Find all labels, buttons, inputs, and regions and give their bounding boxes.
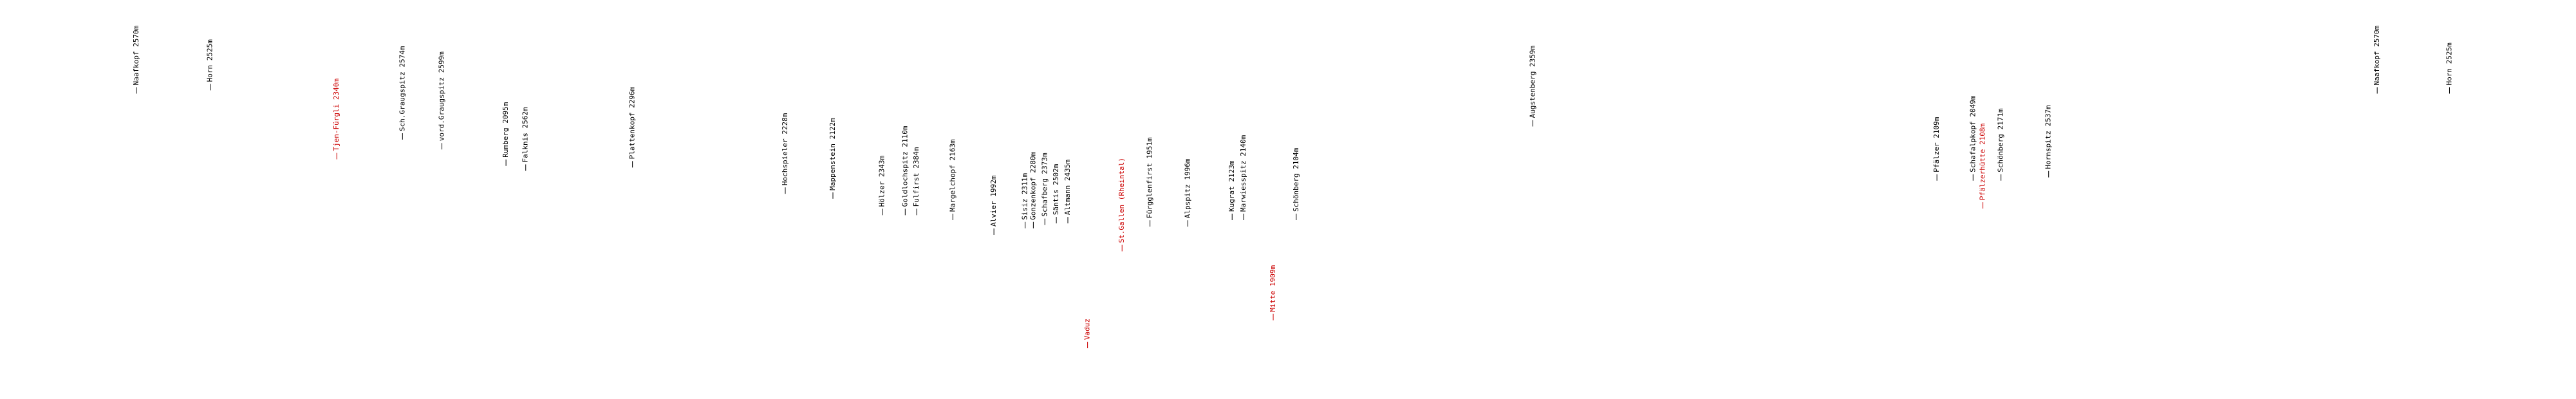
peak-label: Pfälzer 2109m xyxy=(1932,116,1941,172)
peak-label: Hochspieler 2228m xyxy=(781,113,789,185)
peak-label: Sch.Graugspitz 2574m xyxy=(398,46,406,131)
peak-label: Naafkopf 2570m xyxy=(132,25,140,85)
peak-label: Falknis 2562m xyxy=(521,107,530,162)
peak-label: Horn 2525m xyxy=(206,39,214,82)
peak-label: Fürgglenfirst 1951m xyxy=(1146,137,1154,218)
peak-label: Tjen-Fürgli 2340m xyxy=(332,79,341,151)
peak-label: Plattenkopf 2296m xyxy=(628,86,637,159)
peak-label: Schafberg 2373m xyxy=(1040,153,1049,217)
peak-label: Schafalpkopf 2049m xyxy=(1968,95,1977,172)
peak-label: Goldlochspitz 2110m xyxy=(901,125,909,207)
peak-label: Gonzenkopf 2280m xyxy=(1029,151,1037,219)
peak-label: Marwiesspitz 2140m xyxy=(1239,135,1247,212)
peak-label: Vaduz xyxy=(1083,319,1092,340)
peak-label: Hornspitz 2537m xyxy=(2044,105,2053,169)
peak-label: Pfälzerhütte 2108m xyxy=(1979,124,1987,201)
peak-label: Hölzer 2343m xyxy=(878,156,886,207)
peak-label: Mappenstein 2122m xyxy=(828,118,837,190)
peak-label: Alvier 1992m xyxy=(989,175,998,227)
peak-label: Augstenberg 2359m xyxy=(1528,46,1536,118)
peak-label: St.Gallen (Rheintal) xyxy=(1117,158,1126,243)
peak-label: Schönberg 2104m xyxy=(1292,147,1300,212)
peak-label: Sisiz 2311m xyxy=(1021,173,1029,220)
peak-label: Fulfirst 2384m xyxy=(912,147,920,207)
peak-label: Altmann 2435m xyxy=(1063,160,1072,215)
peak-label: Schönberg 2171m xyxy=(1997,108,2005,172)
peak-label: Säntis 2502m xyxy=(1052,163,1060,215)
peak-label: Mitte 1909m xyxy=(1269,264,1277,311)
peak-label: Kugrat 2123m xyxy=(1227,160,1236,212)
peak-label: Alpspitz 1996m xyxy=(1183,158,1191,218)
peak-label: Horn 2525m xyxy=(2445,42,2453,86)
peak-label: vord.Graugspitz 2599m xyxy=(438,51,446,141)
peak-label: Margelchopf 2163m xyxy=(948,139,957,212)
peak-label: Naafkopf 2570m xyxy=(2373,25,2381,85)
peak-label: Rumberg 2095m xyxy=(501,102,510,157)
